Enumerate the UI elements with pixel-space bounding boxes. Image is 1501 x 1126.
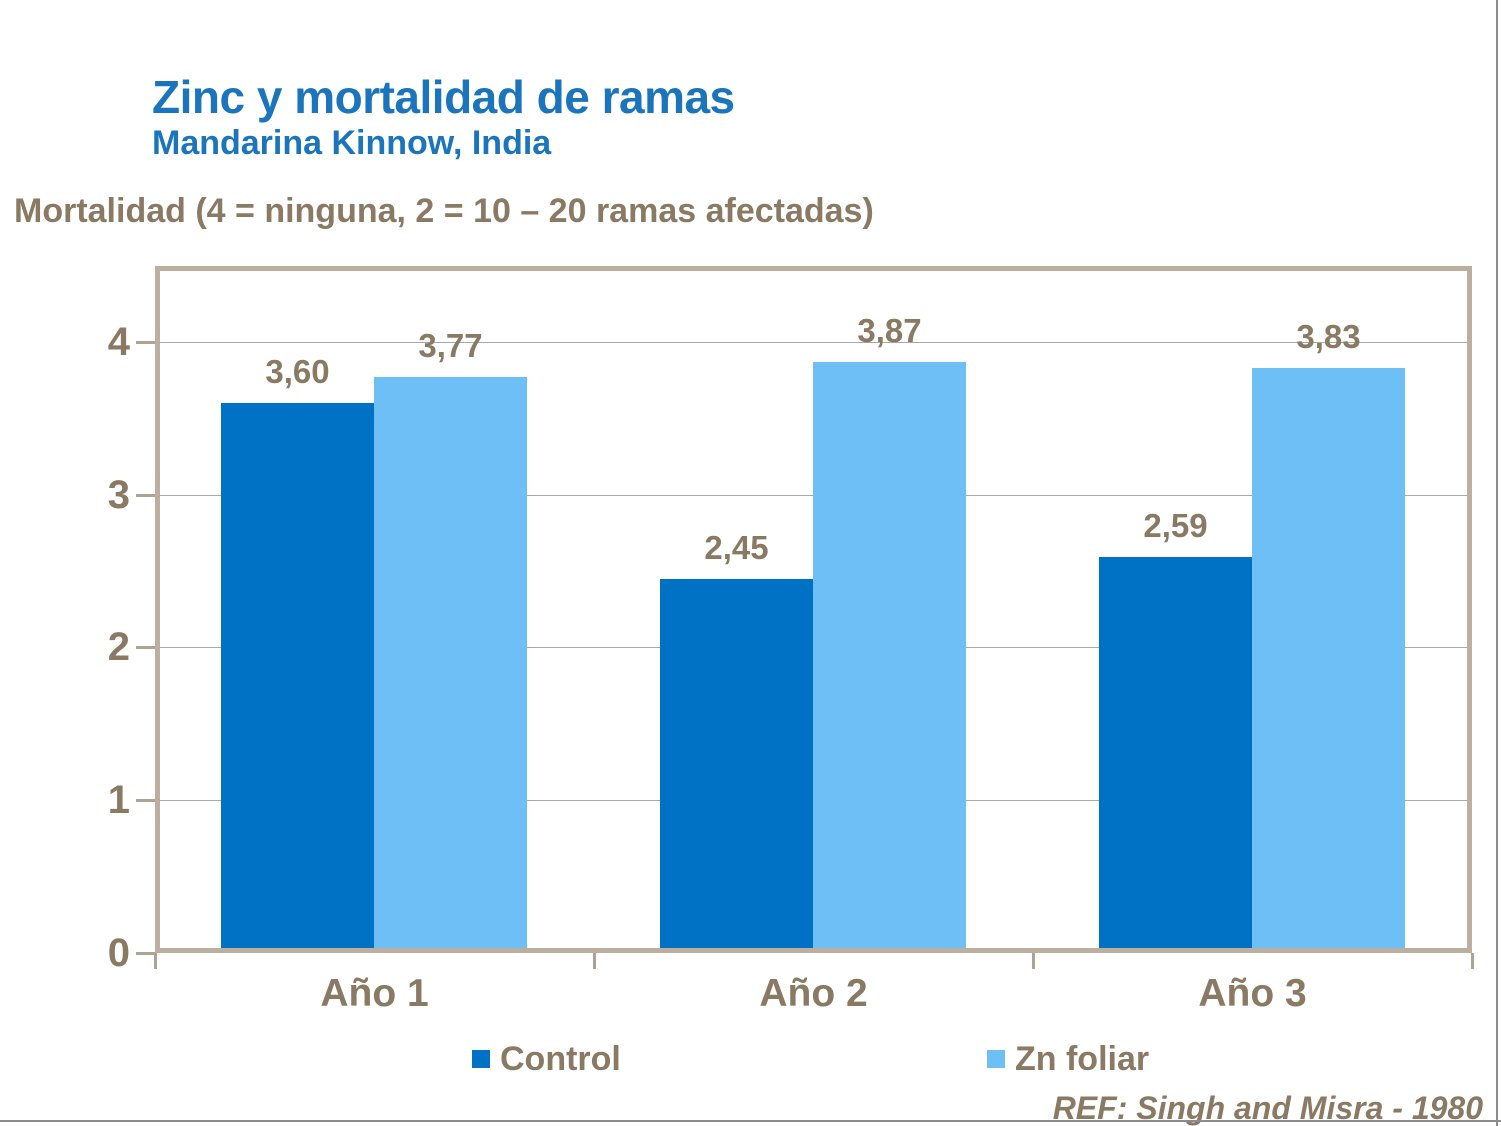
x-tick-mark xyxy=(154,953,157,969)
bar-zn-foliar-a-o-3 xyxy=(1252,368,1405,948)
bar-control-a-o-1 xyxy=(221,403,374,948)
right-edge-line xyxy=(1496,0,1498,1126)
legend-control-swatch xyxy=(472,1050,490,1068)
y-tick-mark xyxy=(136,494,155,497)
y-tick-mark xyxy=(136,952,155,955)
value-label-control-a-o-2: 2,45 xyxy=(704,529,769,566)
y-tick-label: 1 xyxy=(107,778,130,822)
value-label-control-a-o-1: 3,60 xyxy=(265,353,330,390)
value-label-zn-foliar-a-o-2: 3,87 xyxy=(857,312,922,349)
bar-zn-foliar-a-o-2 xyxy=(813,362,966,948)
x-tick-mark xyxy=(1032,953,1035,969)
x-category-label: Año 2 xyxy=(759,972,868,1015)
value-label-zn-foliar-a-o-1: 3,77 xyxy=(418,327,483,364)
bar-control-a-o-2 xyxy=(660,579,813,948)
legend-zn-foliar-swatch xyxy=(987,1050,1005,1068)
y-tick-mark xyxy=(136,799,155,802)
bar-zn-foliar-a-o-1 xyxy=(374,377,527,948)
bottom-edge-line xyxy=(0,1120,1501,1122)
y-axis-note: Mortalidad (4 = ninguna, 2 = 10 – 20 ram… xyxy=(14,192,874,230)
value-label-control-a-o-3: 2,59 xyxy=(1143,507,1208,544)
y-tick-label: 3 xyxy=(107,473,130,517)
y-tick-mark xyxy=(136,341,155,344)
slide-subtitle: Mandarina Kinnow, India xyxy=(152,124,552,162)
gridline-y4 xyxy=(160,342,1467,343)
slide-title: Zinc y mortalidad de ramas xyxy=(152,71,735,123)
y-tick-label: 2 xyxy=(107,625,130,669)
y-tick-label: 4 xyxy=(107,320,130,364)
x-tick-mark xyxy=(593,953,596,969)
legend-control-label: Control xyxy=(500,1040,621,1078)
x-category-label: Año 3 xyxy=(1198,972,1307,1015)
y-tick-label: 0 xyxy=(107,931,130,975)
bar-control-a-o-3 xyxy=(1099,557,1252,948)
x-tick-mark xyxy=(1471,953,1474,969)
legend-zn-foliar-label: Zn foliar xyxy=(1015,1040,1150,1078)
y-tick-mark xyxy=(136,646,155,649)
x-category-label: Año 1 xyxy=(320,972,429,1015)
value-label-zn-foliar-a-o-3: 3,83 xyxy=(1296,318,1361,355)
